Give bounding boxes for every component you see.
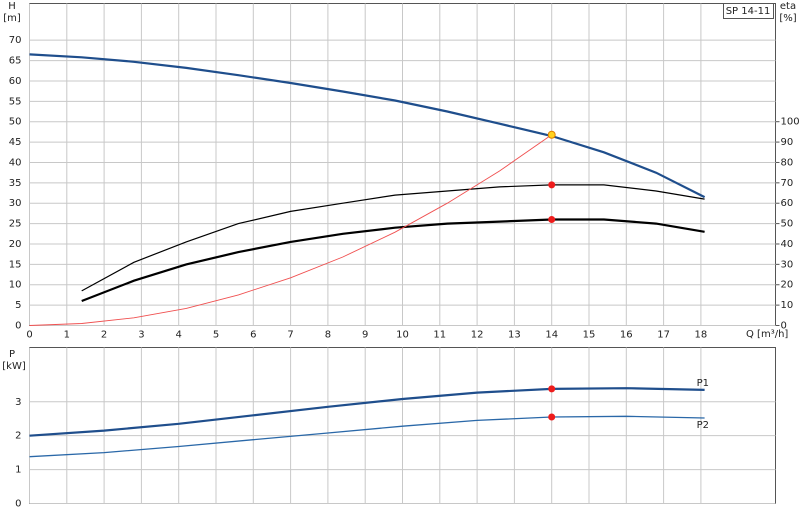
pump-label: SP 14-11 [726, 6, 771, 17]
operating-point [548, 181, 556, 189]
series-line [81, 184, 705, 292]
y-tick-label: 5 [15, 300, 21, 311]
operating-point [547, 130, 556, 139]
y-unit: [m] [3, 13, 21, 24]
y2-tick-label: 40 [781, 239, 794, 250]
y-tick-label: 55 [9, 96, 22, 107]
series-label: P2 [697, 420, 709, 431]
x-tick-label: 14 [545, 330, 558, 341]
y-tick-label: 65 [9, 56, 22, 67]
x-tick-label: 3 [138, 330, 144, 341]
x-tick-label: 18 [695, 330, 708, 341]
y2-tick-label: 60 [781, 198, 794, 209]
y2-tick-label: 80 [781, 157, 794, 168]
y-tick-label: 70 [9, 35, 22, 46]
y-tick-label: 0 [15, 499, 21, 510]
y-tick-label: 10 [9, 280, 22, 291]
x-tick-label: 11 [433, 330, 446, 341]
y-tick-label: 35 [9, 178, 22, 189]
x-tick-label: 4 [176, 330, 182, 341]
series-line [29, 415, 705, 458]
x-tick-label: 13 [508, 330, 521, 341]
y-tick-label: 0 [15, 321, 21, 332]
x-tick-label: 10 [396, 330, 409, 341]
series-line [29, 387, 705, 437]
x-tick-label: 17 [657, 330, 670, 341]
y-tick-label: 2 [15, 431, 21, 442]
x-tick-label: 0 [26, 330, 32, 341]
y2-tick-label: 100 [781, 117, 800, 128]
y-tick-label: 30 [9, 198, 22, 209]
x-tick-label: 5 [213, 330, 219, 341]
y-tick-label: 50 [9, 117, 22, 128]
x-tick-label: 7 [287, 330, 293, 341]
x-tick-label: 2 [101, 330, 107, 341]
operating-point [548, 385, 556, 393]
y2-tick-label: 70 [781, 178, 794, 189]
x-tick-label: 12 [471, 330, 484, 341]
y-unit: [kW] [2, 361, 26, 372]
y-tick-label: 40 [9, 157, 22, 168]
series-line [29, 134, 552, 326]
y2-unit: [%] [779, 13, 796, 24]
y2-tick-label: 30 [781, 259, 794, 270]
x-tick-label: 15 [583, 330, 596, 341]
x-tick-label: 16 [620, 330, 633, 341]
y-tick-label: 45 [9, 137, 22, 148]
y2-tick-label: 90 [781, 137, 794, 148]
operating-point [548, 216, 556, 224]
x-tick-label: 1 [64, 330, 70, 341]
x-tick-label: 9 [362, 330, 368, 341]
operating-point [548, 413, 556, 421]
y-tick-label: 1 [15, 465, 21, 476]
y-tick-label: 3 [15, 397, 21, 408]
y2-tick-label: 10 [781, 300, 794, 311]
x-label: Q [m³/h] [746, 329, 788, 340]
series-label: P1 [697, 378, 709, 389]
y-tick-label: 15 [9, 259, 22, 270]
y2-label: eta [780, 1, 796, 12]
y-label: P [9, 349, 15, 360]
x-tick-label: 8 [325, 330, 331, 341]
y-tick-label: 25 [9, 219, 22, 230]
y2-tick-label: 0 [781, 321, 787, 332]
series-line [81, 218, 705, 303]
series-line [29, 53, 706, 199]
x-tick-label: 6 [250, 330, 256, 341]
y-tick-label: 20 [9, 239, 22, 250]
y2-tick-label: 20 [781, 280, 794, 291]
label-box [723, 3, 774, 19]
y-label: H [8, 1, 16, 12]
y2-tick-label: 50 [781, 219, 794, 230]
y-tick-label: 60 [9, 76, 22, 87]
